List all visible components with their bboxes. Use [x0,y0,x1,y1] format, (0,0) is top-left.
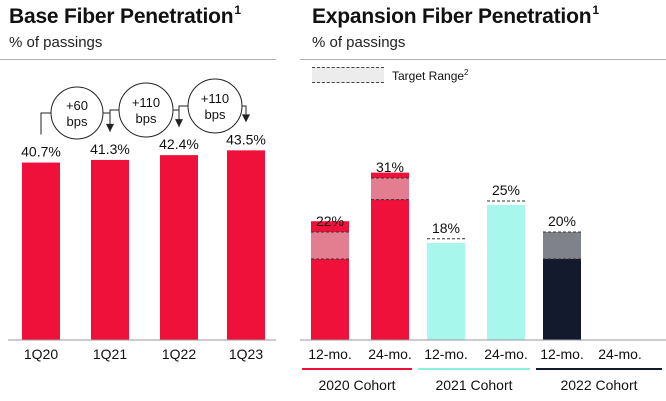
expansion-tick-12-mo-3: 12-mo. [424,346,468,362]
target-range-swatch [312,67,384,83]
expansion-value-label-24-mo-4: 25% [492,182,520,198]
target-range-band-24-mo-2 [371,178,409,200]
base-tick-1Q21: 1Q21 [93,346,127,362]
base-value-label-1Q20: 40.7% [21,144,61,160]
target-range-gap-12-mo-3 [427,238,465,243]
expansion-bar-24-mo-4 [487,205,525,340]
target-range-band-12-mo-1 [311,232,349,259]
growth-bubble-2 [118,82,174,138]
growth-value-1: +60 [66,98,88,113]
growth-connector-left-1 [40,112,51,135]
growth-value-2: +110 [132,95,160,110]
growth-arrowhead-3 [242,114,250,123]
cohort-label-3: 2022 Cohort [560,377,637,393]
base-bar-1Q22 [160,155,198,340]
expansion-tick-12-mo-1: 12-mo. [308,346,352,362]
expansion-value-label-12-mo-3: 18% [432,220,460,236]
growth-unit-1: bps [67,114,88,129]
base-bar-1Q21 [91,159,129,340]
expansion-value-label-24-mo-2: 31% [376,159,404,175]
expansion-value-label-12-mo-5: 20% [548,213,576,229]
base-value-label-1Q23: 43.5% [226,131,266,147]
cohort-label-2: 2021 Cohort [435,377,512,393]
growth-bubble-3 [187,78,243,134]
right-divider [300,59,666,60]
growth-connector-left-2 [109,109,119,132]
expansion-tick-24-mo-6: 24-mo. [598,346,642,362]
growth-connector-left-3 [178,105,188,128]
base-value-label-1Q22: 42.4% [159,136,199,152]
base-bar-1Q20 [22,162,60,340]
growth-unit-2: bps [136,111,157,126]
expansion-fiber-title: Expansion Fiber Penetration1 [312,3,599,28]
growth-bubble-1 [50,86,104,140]
target-range-legend: Target Range2 [312,66,469,84]
base-fiber-subtitle: % of passings [9,34,103,51]
expansion-tick-24-mo-2: 24-mo. [368,346,412,362]
base-tick-1Q23: 1Q23 [229,346,263,362]
target-range-label: Target Range2 [392,67,469,83]
base-fiber-title: Base Fiber Penetration1 [9,3,241,28]
expansion-value-label-12-mo-1: 22% [316,213,344,229]
base-value-label-1Q21: 41.3% [90,141,130,157]
growth-connector-right-2 [173,109,180,120]
growth-value-3: +110 [201,91,229,106]
expansion-tick-24-mo-4: 24-mo. [484,346,528,362]
expansion-bar-12-mo-3 [427,242,465,340]
base-tick-1Q22: 1Q22 [162,346,196,362]
cohort-label-1: 2020 Cohort [318,377,395,393]
expansion-tick-12-mo-5: 12-mo. [540,346,584,362]
expansion-fiber-subtitle: % of passings [312,34,406,51]
growth-unit-3: bps [205,107,226,122]
base-tick-1Q20: 1Q20 [24,346,58,362]
expansion-bar-24-mo-2 [371,172,409,340]
base-bar-1Q23 [227,150,265,340]
target-range-band-12-mo-5 [543,232,581,259]
growth-connector-right-1 [103,112,111,124]
target-range-gap-24-mo-4 [487,201,525,205]
growth-connector-right-3 [242,105,247,115]
left-divider [0,59,276,60]
